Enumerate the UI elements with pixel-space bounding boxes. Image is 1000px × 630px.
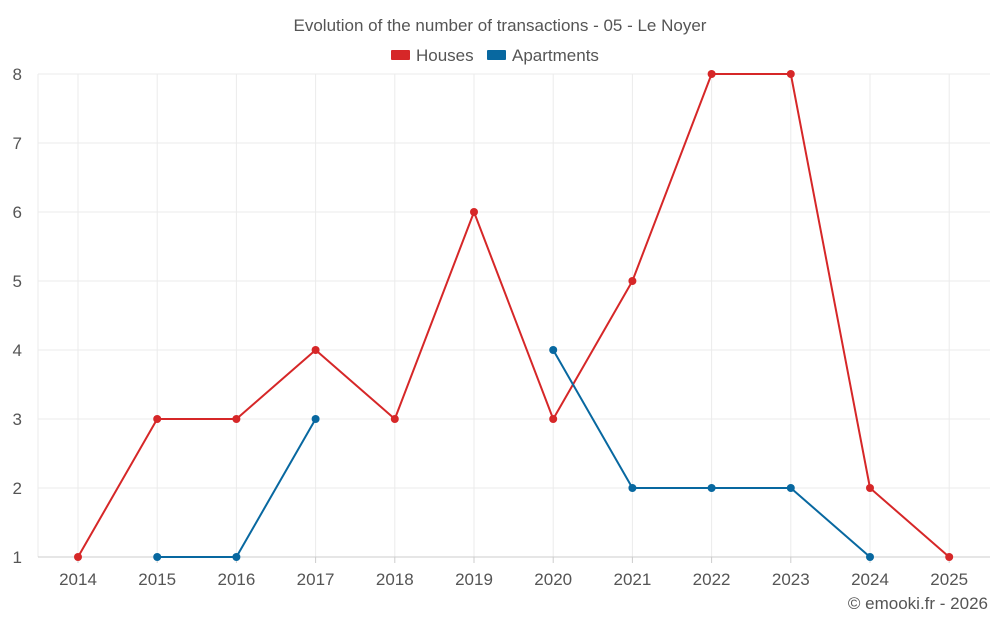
x-tick-label: 2019	[455, 570, 493, 589]
data-point-houses-2024[interactable]	[866, 484, 874, 492]
legend-swatch-houses	[391, 50, 410, 60]
x-tick-label: 2020	[534, 570, 572, 589]
x-tick-label: 2015	[138, 570, 176, 589]
grid	[38, 73, 990, 558]
legend-label-houses: Houses	[416, 46, 474, 65]
data-point-houses-2017[interactable]	[311, 346, 320, 354]
series-houses	[74, 70, 954, 561]
legend-label-apartments: Apartments	[512, 46, 599, 65]
data-point-houses-2015[interactable]	[153, 415, 162, 423]
x-tick-label: 2022	[693, 570, 731, 589]
y-tick-label: 5	[13, 272, 22, 291]
data-point-houses-2022[interactable]	[707, 70, 716, 78]
y-tick-label: 7	[13, 134, 22, 153]
legend-item-houses[interactable]: Houses	[391, 46, 474, 65]
x-tick-label: 2017	[297, 570, 335, 589]
data-point-apartments-2017[interactable]	[311, 415, 320, 423]
data-point-houses-2019[interactable]	[470, 208, 478, 216]
x-tick-label: 2016	[217, 570, 255, 589]
data-point-apartments-2023[interactable]	[786, 484, 795, 492]
data-point-houses-2016[interactable]	[232, 415, 241, 423]
x-tick-label: 2018	[376, 570, 414, 589]
y-tick-label: 4	[13, 341, 22, 360]
legend-item-apartments[interactable]: Apartments	[487, 46, 599, 65]
legend: Houses Apartments	[391, 46, 599, 65]
legend-swatch-apartments	[487, 50, 506, 60]
axes: 1 2 3 4 5 6 7 8 2014 2015 2016 2017 2018 2019 2020 2021…	[13, 65, 990, 589]
y-tick-label: 8	[13, 65, 22, 84]
y-tick-label: 3	[13, 410, 22, 429]
data-point-apartments-2021[interactable]	[628, 484, 637, 492]
data-point-apartments-2015[interactable]	[153, 553, 162, 561]
data-point-apartments-2024[interactable]	[866, 553, 874, 561]
y-tick-label: 1	[13, 548, 22, 567]
credit-text: © emooki.fr - 2026	[848, 594, 988, 613]
series-line-apartments	[157, 349, 871, 558]
data-point-apartments-2022[interactable]	[707, 484, 716, 492]
series-group	[74, 70, 954, 561]
data-point-houses-2023[interactable]	[786, 70, 795, 78]
data-point-houses-2020[interactable]	[549, 415, 558, 423]
data-point-houses-2025[interactable]	[945, 553, 954, 561]
x-tick-label: 2014	[59, 570, 97, 589]
chart-title: Evolution of the number of transactions …	[294, 16, 707, 35]
x-tick-label: 2021	[613, 570, 651, 589]
x-tick-label: 2023	[772, 570, 810, 589]
data-point-apartments-2020[interactable]	[549, 346, 558, 354]
series-apartments	[153, 346, 874, 561]
y-tick-label: 6	[13, 203, 22, 222]
y-tick-label: 2	[13, 479, 22, 498]
x-tick-label: 2024	[851, 570, 889, 589]
x-tick-label: 2025	[930, 570, 968, 589]
data-point-houses-2018[interactable]	[390, 415, 399, 423]
series-line-houses	[77, 73, 950, 558]
data-point-houses-2021[interactable]	[628, 277, 637, 285]
data-point-apartments-2016[interactable]	[232, 553, 241, 561]
data-point-houses-2014[interactable]	[74, 553, 82, 561]
